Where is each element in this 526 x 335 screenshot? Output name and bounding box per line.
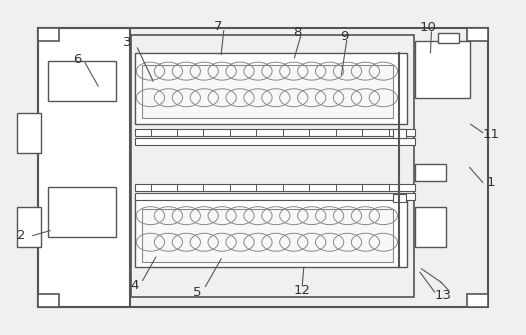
Bar: [38, 294, 59, 307]
Text: 10: 10: [419, 21, 436, 35]
Text: 1: 1: [487, 176, 495, 189]
Bar: [135, 53, 407, 124]
Bar: [414, 207, 446, 247]
Bar: [135, 184, 414, 191]
Text: 4: 4: [130, 279, 139, 292]
Bar: [414, 41, 470, 98]
Bar: [438, 33, 459, 43]
Bar: [38, 28, 129, 307]
Bar: [131, 35, 413, 297]
Bar: [414, 164, 446, 181]
Text: 8: 8: [293, 26, 301, 40]
Bar: [48, 188, 116, 237]
Bar: [48, 61, 116, 101]
Bar: [141, 209, 393, 262]
Bar: [393, 129, 406, 138]
Bar: [467, 28, 488, 41]
Text: 11: 11: [482, 128, 499, 141]
Bar: [38, 28, 488, 307]
Bar: [17, 113, 41, 152]
Text: 6: 6: [73, 53, 82, 66]
Text: 7: 7: [214, 20, 223, 33]
Bar: [467, 294, 488, 307]
Text: 2: 2: [17, 229, 26, 242]
Text: 13: 13: [435, 289, 452, 302]
Bar: [135, 193, 414, 200]
Bar: [135, 129, 414, 136]
Text: 9: 9: [340, 30, 348, 43]
Bar: [141, 65, 393, 118]
Text: 12: 12: [294, 284, 311, 297]
Text: 5: 5: [194, 285, 202, 298]
Bar: [135, 196, 407, 267]
Bar: [17, 207, 41, 247]
Bar: [393, 194, 406, 202]
Bar: [38, 28, 59, 41]
Text: 3: 3: [123, 37, 131, 50]
Bar: [135, 138, 414, 145]
